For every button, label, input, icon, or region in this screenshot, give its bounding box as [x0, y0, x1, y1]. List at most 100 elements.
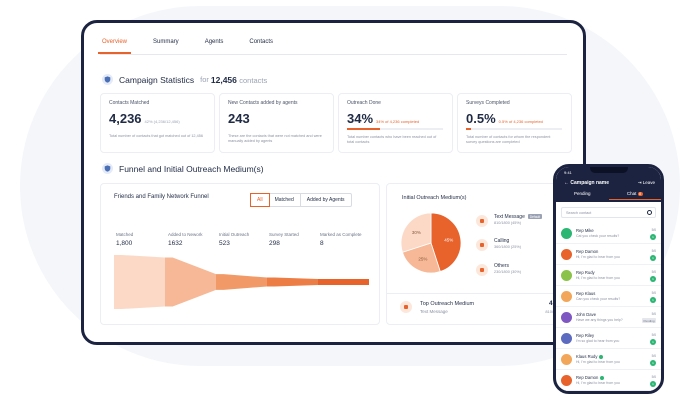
chat-message: Have we any things you help?	[576, 318, 623, 322]
chat-time: 5/6	[651, 312, 656, 316]
chat-time: 5/6	[651, 354, 656, 358]
chat-message: Can you check your results?	[576, 297, 621, 301]
chat-time: 5/6	[651, 228, 656, 232]
filter-matched[interactable]: Matched	[269, 194, 301, 206]
funnel-stage-matched: Matched 1,800	[116, 232, 134, 247]
contact-count-unit: contacts	[239, 75, 268, 85]
chat-row[interactable]: Rep Damon Hi, I'm glad to hear from you 5/…	[556, 370, 661, 391]
funnel-heading: Funnel and Initial Outreach Medium(s)	[102, 163, 264, 174]
legend-calling: Calling 360/1800 (25%)	[494, 238, 522, 249]
progress-fill	[347, 128, 380, 130]
campaign-statistics-heading: Campaign Statistics for 12,456 contacts	[102, 74, 267, 85]
chat-count-badge: 8	[637, 192, 643, 196]
default-badge: Default	[527, 214, 542, 220]
stat-sub: 34% of 4,236 completed	[376, 119, 420, 124]
chat-row[interactable]: Rep Damon Hi, I'm glad to hear from you 5/…	[556, 244, 661, 265]
chat-row[interactable]: Rep Mike Cat you check your results? 5/6 1	[556, 223, 661, 244]
filter-all[interactable]: All	[250, 193, 270, 207]
chat-message: Hi, I'm glad to hear from you	[576, 360, 620, 364]
stat-value: 0.5% 0.5% of 4,236 completed	[466, 111, 543, 126]
back-arrow-icon[interactable]: ←	[564, 180, 571, 186]
stat-desc: Total number contacts who have been reac…	[347, 135, 437, 144]
title-for: for	[200, 75, 209, 84]
tab-pending[interactable]: Pending	[573, 191, 591, 196]
calling-icon	[476, 239, 488, 251]
online-dot	[599, 354, 604, 359]
chat-row[interactable]: Rep Riley I'm so glad to hear from you 5/6…	[556, 328, 661, 349]
status-badge: Pending	[641, 318, 656, 323]
pie-slice-0	[430, 212, 462, 273]
pie-label-0: 45%	[444, 238, 453, 243]
funnel-band-3	[267, 277, 318, 287]
avatar	[561, 291, 572, 302]
section-title-text: Campaign Statistics	[119, 74, 195, 85]
avatar	[561, 270, 572, 281]
tab-bar: Overview Summary Agents Contacts	[98, 39, 299, 54]
pie-label-1: 25%	[418, 257, 427, 262]
outreach-divider	[386, 293, 572, 294]
funnel-band-1	[165, 257, 216, 307]
phone-title: ← Campaign name	[564, 180, 610, 186]
tab-overview[interactable]: Overview	[98, 39, 132, 54]
contact-count: 12,456	[210, 74, 237, 85]
stat-card-contacts-matched: Contacts Matched 4,236 42% (4,236/12,456)…	[100, 93, 215, 153]
phone-header: 9:41 ← Campaign name ⇥ Leave Pending Cha…	[556, 167, 661, 202]
shield-icon	[102, 163, 113, 174]
stat-card-outreach-done: Outreach Done 34% 34% of 4,236 completed …	[338, 93, 453, 153]
outreach-progress-bar	[347, 128, 443, 130]
stat-card-surveys-completed: Surveys Completed 0.5% 0.5% of 4,236 comp…	[457, 93, 572, 153]
legend-text-message: Text Message Default 810/1800 (45%)	[494, 214, 542, 225]
tab-summary[interactable]: Summary	[153, 39, 179, 45]
avatar	[561, 228, 572, 239]
tab-agents[interactable]: Agents	[204, 39, 224, 45]
chat-row[interactable]: Rep Rudy Hi, I'm glad to hear from you 5/6…	[556, 265, 661, 286]
outreach-title: Initial Outreach Medium(s)	[402, 195, 467, 201]
chat-name: Rep Damon	[576, 375, 605, 380]
chat-time: 5/6	[651, 249, 656, 253]
leave-button[interactable]: ⇥ Leave	[637, 180, 655, 185]
stat-desc: These are the contacts that were not mat…	[228, 134, 322, 143]
outreach-pie: 45% 25% 30%	[400, 212, 462, 274]
funnel-chart	[114, 255, 369, 309]
chat-time: 5/6	[651, 333, 656, 337]
section-title-text: Funnel and Initial Outreach Medium(s)	[119, 163, 264, 174]
chat-time: 5/6	[651, 270, 656, 274]
tab-chat[interactable]: Chat 8	[608, 191, 661, 200]
chat-name: Rep Damon	[576, 249, 599, 254]
funnel-stage-outreach: Initial Outreach 523	[219, 232, 250, 247]
contact-search-input[interactable]: Search contact	[561, 207, 656, 218]
chat-time: 5/6	[651, 291, 656, 295]
tab-divider	[100, 54, 567, 55]
chat-name: Rep Riley	[576, 333, 595, 338]
pie-slice-1	[401, 242, 441, 274]
surveys-progress-bar	[466, 128, 562, 130]
chat-row[interactable]: John Dave Have we any things you help? 5/6…	[556, 307, 661, 328]
chat-message: Hi, I'm glad to hear from you	[576, 381, 620, 385]
pie-slice-2	[400, 212, 432, 253]
stat-desc: Total number of contacts that got matche…	[109, 134, 203, 138]
chat-message: Hi, I'm glad to hear from you	[576, 276, 620, 280]
exit-icon: ⇥	[637, 180, 643, 185]
unread-count: 1	[650, 381, 656, 387]
top-outreach-value: Text Message	[420, 309, 448, 314]
top-outreach-label: Top Outreach Medium	[420, 301, 475, 307]
stat-label: Surveys Completed	[466, 100, 510, 106]
unread-count: 1	[650, 276, 656, 282]
chat-row[interactable]: Rep Klaus Can you check your results? 5/6 1	[556, 286, 661, 307]
avatar	[561, 375, 572, 386]
funnel-title: Friends and Family Network Funnel	[114, 194, 209, 200]
chat-name: Rep Rudy	[576, 270, 595, 275]
avatar	[561, 312, 572, 323]
stat-label: Contacts Matched	[109, 100, 150, 106]
online-dot	[600, 375, 605, 380]
stat-value: 243	[228, 111, 250, 126]
funnel-band-0	[114, 255, 165, 309]
stat-sub: 0.5% of 4,236 completed	[498, 119, 543, 124]
chat-row[interactable]: Klaus Rudy Hi, I'm glad to hear from you 5…	[556, 349, 661, 370]
filter-added-by-agents[interactable]: Added by Agents	[306, 197, 345, 203]
stat-label: New Contacts added by agents	[228, 100, 298, 106]
chat-name: Klaus Rudy	[576, 354, 604, 359]
stat-desc: Total number of contacts for whom the re…	[466, 135, 551, 144]
funnel-filter: All Matched Added by Agents	[250, 193, 352, 207]
tab-contacts[interactable]: Contacts	[249, 39, 274, 45]
